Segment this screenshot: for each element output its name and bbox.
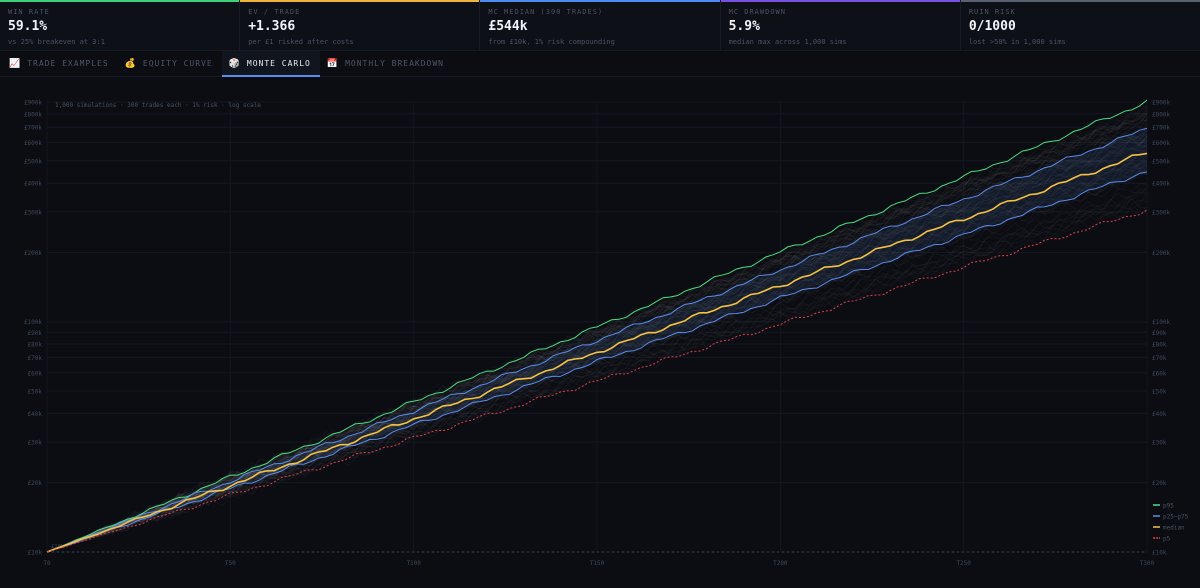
y-tick-label-right: £60k bbox=[1152, 370, 1167, 377]
stat-label: MC MEDIAN (300 TRADES) bbox=[488, 8, 604, 16]
y-tick-label-right: £90k bbox=[1152, 330, 1167, 337]
series-line-p95 bbox=[46, 99, 1148, 553]
series-line-median bbox=[46, 152, 1148, 553]
y-tick-label-right: £700k bbox=[1152, 125, 1170, 132]
tab-label: TRADE EXAMPLES bbox=[27, 59, 109, 68]
y-tick-label-right: £10k bbox=[1152, 550, 1167, 557]
y-tick-label: £200k bbox=[24, 250, 42, 257]
stat-value: 59.1% bbox=[8, 19, 48, 34]
stat-value: 5.9% bbox=[728, 19, 760, 34]
y-tick-label: £30k bbox=[28, 440, 43, 447]
y-tick-label-right: £50k bbox=[1152, 389, 1167, 396]
y-tick-label: £300k bbox=[24, 209, 42, 216]
x-tick-label: T150 bbox=[590, 560, 605, 567]
stat-label: RUIN RISK bbox=[968, 8, 1016, 16]
y-tick-label-right: £70k bbox=[1152, 355, 1167, 362]
tab-bar: 📈 TRADE EXAMPLES 💰 EQUITY CURVE 🎲 MONTE CARLO… bbox=[0, 51, 1200, 77]
y-tick-label: £10k bbox=[28, 550, 43, 557]
calendar-icon: 📅 bbox=[326, 58, 340, 69]
chart-svg: £10k £10k £20k £20k £30k £30k £40k £40k £50k £50k… bbox=[24, 99, 1189, 568]
stat-card-ev-trade: EV / TRADE +1.366 per £1 risked after cost… bbox=[240, 0, 481, 50]
y-tick-label: £500k bbox=[24, 158, 42, 165]
stat-value: £544k bbox=[488, 19, 528, 34]
series-line-p5 bbox=[46, 209, 1148, 553]
stat-accent-bar bbox=[240, 0, 480, 2]
y-tick-label: £90k bbox=[28, 330, 43, 337]
stat-accent-bar bbox=[960, 0, 1200, 2]
y-tick-label: £700k bbox=[24, 125, 42, 132]
y-tick-label-right: £500k bbox=[1152, 158, 1170, 165]
stat-label: EV / TRADE bbox=[248, 8, 301, 16]
y-tick-label: £60k bbox=[28, 370, 43, 377]
y-tick-label-right: £800k bbox=[1152, 111, 1170, 118]
legend-label: p95 bbox=[1163, 503, 1174, 510]
stat-subtext: vs 25% breakeven at 3:1 bbox=[8, 38, 105, 46]
stat-card-ruin-risk: RUIN RISK 0/1000 lost >50% in 1,000 sims bbox=[960, 0, 1200, 50]
y-tick-label: £600k bbox=[24, 140, 42, 147]
chart-annotation: 1,000 simulations · 300 trades each · 1%… bbox=[55, 102, 261, 109]
stat-subtext: per £1 risked after costs bbox=[248, 38, 354, 46]
legend-label: p25–p75 bbox=[1163, 514, 1189, 521]
y-tick-label: £50k bbox=[28, 389, 43, 396]
x-tick-label: T100 bbox=[406, 560, 421, 567]
stat-card-win-rate: WIN RATE 59.1% vs 25% breakeven at 3:1 bbox=[0, 0, 241, 50]
stat-value: +1.366 bbox=[248, 19, 296, 34]
stat-accent-bar bbox=[720, 0, 960, 2]
stat-accent-bar bbox=[480, 0, 720, 2]
y-tick-label-right: £400k bbox=[1152, 181, 1170, 188]
stat-label: WIN RATE bbox=[8, 8, 50, 16]
y-tick-label: £400k bbox=[24, 181, 42, 188]
stat-card-mc-drawdown: MC DRAWDOWN 5.9% median max across 1,000 s… bbox=[720, 0, 961, 50]
tab-monthly-breakdown[interactable]: 📅 MONTHLY BREAKDOWN bbox=[320, 51, 453, 76]
tab-trade-examples[interactable]: 📈 TRADE EXAMPLES bbox=[2, 51, 118, 76]
y-tick-label-right: £20k bbox=[1152, 480, 1167, 487]
tab-label: EQUITY CURVE bbox=[142, 59, 213, 68]
tab-equity-curve[interactable]: 💰 EQUITY CURVE bbox=[118, 51, 222, 76]
y-tick-label-right: £30k bbox=[1152, 440, 1167, 447]
stat-accent-bar bbox=[0, 0, 240, 2]
y-tick-label-right: £900k bbox=[1152, 100, 1170, 107]
dice-icon: 🎲 bbox=[228, 58, 241, 69]
y-tick-label-right: £40k bbox=[1152, 411, 1167, 418]
stat-card-mc-median-300-trades: MC MEDIAN (300 TRADES) £544k from £10k, 1%… bbox=[480, 0, 721, 50]
y-tick-label-right: £600k bbox=[1152, 140, 1170, 147]
legend-label: p5 bbox=[1163, 536, 1171, 543]
x-tick-label: T0 bbox=[43, 560, 51, 567]
stat-subtext: from £10k, 1% risk compounding bbox=[488, 38, 615, 46]
stat-value: 0/1000 bbox=[968, 19, 1016, 34]
x-tick-label: T50 bbox=[225, 560, 236, 567]
legend-label: median bbox=[1163, 525, 1185, 532]
y-tick-label-right: £300k bbox=[1152, 209, 1170, 216]
stat-subtext: median max across 1,000 sims bbox=[728, 38, 847, 46]
y-tick-label-right: £200k bbox=[1152, 250, 1170, 257]
money-bag-icon: 💰 bbox=[124, 58, 137, 69]
series-line-p25-p75 bbox=[46, 127, 1148, 553]
x-tick-label: T250 bbox=[956, 560, 971, 567]
y-tick-label: £70k bbox=[28, 355, 43, 362]
tab-label: MONTHLY BREAKDOWN bbox=[345, 59, 444, 68]
y-tick-label: £80k bbox=[28, 342, 43, 349]
series-line-p25-p75 bbox=[46, 171, 1148, 553]
y-tick-label-right: £80k bbox=[1152, 342, 1167, 349]
stat-subtext: lost >50% in 1,000 sims bbox=[968, 38, 1066, 46]
x-tick-label: T300 bbox=[1140, 560, 1155, 567]
y-tick-label: £100k bbox=[24, 319, 42, 326]
tab-monte-carlo[interactable]: 🎲 MONTE CARLO bbox=[221, 51, 321, 77]
start-capital-label: £10k bbox=[51, 544, 65, 550]
y-tick-label: £20k bbox=[28, 480, 43, 487]
y-tick-label-right: £100k bbox=[1152, 319, 1170, 326]
tab-label: MONTE CARLO bbox=[246, 59, 311, 68]
y-tick-label: £900k bbox=[24, 100, 42, 107]
y-tick-label: £800k bbox=[24, 111, 42, 118]
stats-bar: WIN RATE 59.1% vs 25% breakeven at 3:1 EV /… bbox=[0, 0, 1200, 51]
chart-up-icon: 📈 bbox=[9, 58, 22, 69]
y-tick-label: £40k bbox=[28, 411, 43, 418]
x-tick-label: T200 bbox=[773, 560, 788, 567]
stat-label: MC DRAWDOWN bbox=[728, 8, 786, 16]
monte-carlo-chart: £10k £10k £20k £20k £30k £30k £40k £40k £50k £50k… bbox=[0, 78, 1200, 588]
